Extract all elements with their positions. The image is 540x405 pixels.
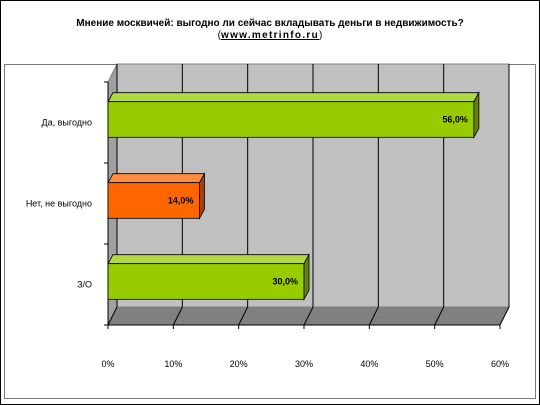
x-tick-label: 30% — [295, 359, 313, 369]
x-tick-label: 50% — [426, 359, 444, 369]
x-tick-label: 20% — [230, 359, 248, 369]
bar-top — [107, 92, 480, 103]
bar-end — [199, 172, 205, 220]
grid-line-floor — [107, 306, 118, 326]
bar-top — [107, 254, 310, 265]
category-label: З/О — [77, 280, 92, 290]
category-label: Нет, не выгодно — [26, 199, 92, 209]
bar-value-label: 30,0% — [272, 277, 298, 287]
bar — [107, 263, 305, 300]
x-tick-label: 40% — [360, 359, 378, 369]
chart-subtitle: (www.metrinfo.ru) — [217, 30, 323, 41]
chart-subtitle-site[interactable]: www.metrinfo.ru — [220, 30, 320, 41]
bar-value-label: 14,0% — [168, 196, 194, 206]
grid-line-floor — [172, 306, 183, 326]
bar-end — [303, 253, 310, 301]
bar — [107, 101, 475, 138]
grid-line-floor — [303, 306, 314, 326]
bar-top — [107, 173, 206, 184]
x-tick-label: 10% — [164, 359, 182, 369]
bar-end — [473, 91, 480, 139]
grid-line-floor — [499, 306, 510, 326]
x-tick-label: 60% — [491, 359, 509, 369]
bar — [107, 182, 200, 219]
category-label: Да, выгодно — [42, 118, 92, 128]
grid-line-floor — [368, 306, 379, 326]
grid-line-floor — [238, 306, 249, 326]
chart-title: Мнение москвичей: выгодно ли сейчас вкла… — [76, 18, 464, 29]
grid-line-floor — [434, 306, 445, 326]
bar-value-label: 56,0% — [442, 115, 468, 125]
x-tick-label: 0% — [101, 359, 114, 369]
